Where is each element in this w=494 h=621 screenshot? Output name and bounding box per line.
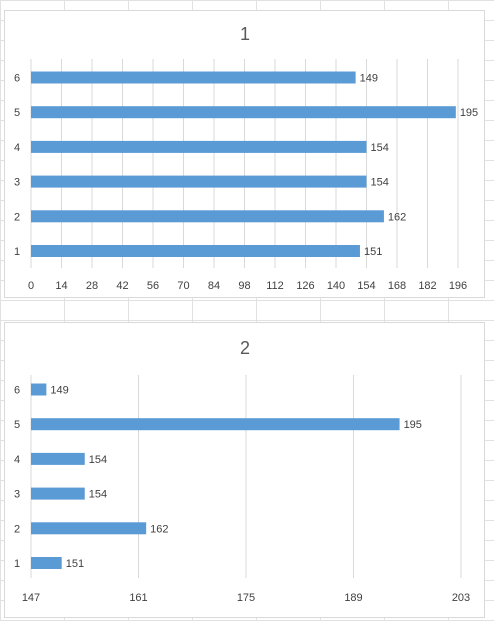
chart-2-bar (31, 487, 85, 500)
chart-1-x-tick-label: 168 (388, 280, 406, 292)
chart-2-data-label: 149 (50, 385, 68, 397)
chart-1-data-label: 162 (388, 211, 406, 223)
chart-2-data-label: 162 (150, 523, 168, 535)
chart-1-x-tick-label: 154 (357, 280, 375, 292)
chart-2-category-label: 6 (14, 385, 20, 397)
chart-1-title: 1 (240, 24, 250, 44)
chart-1-x-tick-label: 196 (449, 280, 467, 292)
chart-1-x-tick-label: 14 (55, 280, 67, 292)
chart-1-data-label: 154 (371, 177, 389, 189)
chart-1-bar (31, 210, 384, 223)
chart-2-category-label: 1 (14, 558, 20, 570)
chart-2-bar (31, 557, 62, 569)
chart-1-x-tick-label: 126 (296, 280, 314, 292)
chart-1-bar (31, 175, 367, 188)
chart-2-data-label: 151 (66, 558, 84, 570)
chart-1-category-label: 2 (14, 211, 20, 223)
chart-1-x-tick-label: 42 (116, 280, 128, 292)
chart-1-x-tick-label: 84 (208, 280, 220, 292)
chart-2: 2 147 161 175 189 203 1 151 2 162 3 154 4 154 5 195 6 149 (4, 322, 485, 618)
chart-1-x-tick-label: 28 (86, 280, 98, 292)
chart-2-x-tick-label: 203 (452, 592, 470, 604)
chart-2-bar (31, 418, 400, 431)
chart-1-x-tick-label: 112 (266, 280, 284, 292)
chart-2-category-label: 2 (14, 523, 20, 535)
chart-1-x-tick-label: 56 (147, 280, 159, 292)
chart-1-bar (31, 245, 360, 257)
chart-2-bar (31, 383, 47, 396)
chart-2-data-label: 154 (89, 454, 107, 466)
chart-1-category-label: 5 (14, 107, 20, 119)
chart-1-x-tick-label: 0 (28, 280, 34, 292)
chart-1-data-label: 195 (460, 107, 478, 119)
chart-2-x-tick-label: 161 (129, 592, 147, 604)
chart-2-x-tick-label: 175 (237, 592, 255, 604)
chart-2-category-label: 5 (14, 419, 20, 431)
chart-1: 1 0 14 28 42 56 70 84 98 112 126 140 154 168 182 196 1 15… (4, 10, 485, 298)
chart-1-x-tick-label: 140 (327, 280, 345, 292)
chart-1-x-tick-label: 182 (418, 280, 436, 292)
chart-2-bar (31, 522, 147, 535)
chart-2-bar (31, 452, 85, 465)
chart-2-data-label: 195 (404, 419, 422, 431)
chart-1-data-label: 154 (371, 142, 389, 154)
chart-1-data-label: 149 (360, 73, 378, 85)
chart-1-bar (31, 71, 356, 84)
chart-1-category-label: 3 (14, 177, 20, 189)
chart-1-data-label: 151 (364, 246, 382, 258)
chart-1-category-label: 1 (14, 246, 20, 258)
chart-2-x-tick-label: 147 (22, 592, 40, 604)
chart-2-title: 2 (240, 338, 250, 358)
chart-2-x-tick-label: 189 (344, 592, 362, 604)
chart-1-x-tick-label: 70 (177, 280, 189, 292)
chart-1-bar (31, 140, 367, 153)
chart-2-svg: 2 147 161 175 189 203 1 151 2 162 3 154 4 154 5 195 6 149 (14, 338, 470, 604)
chart-2-category-label: 3 (14, 489, 20, 501)
chart-1-category-label: 4 (14, 142, 20, 154)
chart-2-category-label: 4 (14, 454, 20, 466)
chart-1-category-label: 6 (14, 73, 20, 85)
chart-2-data-label: 154 (89, 489, 107, 501)
chart-1-bar (31, 106, 456, 119)
chart-1-x-tick-label: 98 (238, 280, 250, 292)
